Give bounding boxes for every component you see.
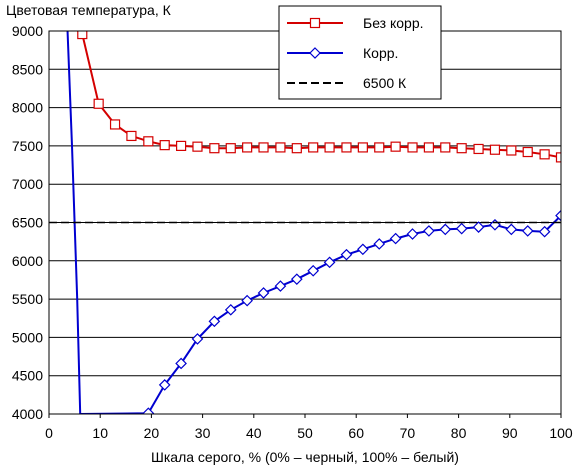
x-tick-label: 80 <box>451 425 467 441</box>
data-point <box>505 223 518 236</box>
data-point <box>489 218 501 231</box>
data-point <box>307 264 320 277</box>
data-point <box>142 407 155 414</box>
data-point <box>93 98 104 109</box>
data-point <box>224 303 237 316</box>
data-point <box>257 287 270 299</box>
y-tick-label: 7500 <box>12 138 43 154</box>
y-tick-label: 6500 <box>12 215 43 231</box>
y-tick-label: 4000 <box>12 406 43 422</box>
x-tick-label: 100 <box>549 425 573 441</box>
data-point <box>357 142 368 153</box>
data-point <box>258 142 269 153</box>
data-point <box>341 142 352 153</box>
legend-item: Без корр. <box>287 15 424 31</box>
data-point <box>126 130 137 142</box>
series-2 <box>66 31 561 414</box>
data-point <box>291 143 302 154</box>
legend: Без корр. Корр. 6500 К <box>278 5 442 100</box>
data-point <box>506 145 517 156</box>
data-point <box>389 232 402 245</box>
legend-item: Корр. <box>287 45 398 61</box>
data-point <box>456 143 467 154</box>
y-tick-label: 8000 <box>12 100 43 116</box>
data-point <box>473 143 484 155</box>
data-point <box>539 149 550 160</box>
data-point <box>77 31 88 40</box>
data-point <box>423 225 435 237</box>
data-point <box>275 142 286 153</box>
data-point <box>374 142 385 153</box>
legend-label: Без корр. <box>363 15 424 31</box>
data-point <box>538 225 551 238</box>
data-point <box>521 225 534 237</box>
x-tick-label: 0 <box>45 425 53 441</box>
data-point <box>522 146 533 158</box>
data-point <box>208 315 221 328</box>
data-point <box>390 141 401 152</box>
y-tick-label: 6000 <box>12 253 43 269</box>
y-axis-title: Цветовая температура, К <box>6 2 172 18</box>
legend-marker <box>309 47 321 59</box>
x-tick-label: 90 <box>502 425 518 441</box>
data-point <box>175 357 187 370</box>
y-tick-label: 5500 <box>12 291 43 307</box>
y-tick-labels: 4000 4500 5000 5500 6000 6500 7000 7500 8000 8500… <box>12 23 43 422</box>
data-point <box>373 238 386 250</box>
x-tick-label: 10 <box>92 425 108 441</box>
data-point <box>225 143 236 154</box>
legend-label: 6500 К <box>363 75 407 91</box>
data-point <box>290 273 303 286</box>
data-point <box>192 141 203 152</box>
data-point <box>555 152 561 163</box>
legend-item: 6500 К <box>287 75 407 91</box>
data-point <box>241 294 253 307</box>
data-point <box>472 221 485 233</box>
data-point <box>323 256 336 269</box>
data-point <box>274 280 287 292</box>
x-tick-label: 30 <box>195 425 211 441</box>
data-point <box>439 223 452 236</box>
data-point <box>440 142 451 153</box>
data-point <box>455 222 468 235</box>
data-point <box>489 144 501 155</box>
data-point <box>407 142 418 153</box>
legend-label: Корр. <box>363 45 398 61</box>
data-point <box>191 333 204 345</box>
y-tick-label: 4500 <box>12 368 43 384</box>
data-point <box>242 142 253 153</box>
data-point <box>340 248 353 261</box>
y-tick-label: 7000 <box>12 176 43 192</box>
x-tick-label: 70 <box>400 425 416 441</box>
data-point <box>158 379 171 391</box>
x-tick-labels: 0 10 20 30 40 50 60 70 80 90 100 <box>45 414 573 441</box>
data-point <box>555 209 561 222</box>
y-tick-label: 5000 <box>12 329 43 345</box>
data-point <box>175 140 187 151</box>
series-1 <box>77 31 561 163</box>
data-point <box>159 140 170 151</box>
data-point <box>324 142 335 153</box>
y-tick-label: 8500 <box>12 61 43 77</box>
data-point <box>357 243 369 256</box>
data-point <box>406 228 419 240</box>
data-point <box>209 143 220 154</box>
x-tick-label: 40 <box>246 425 262 441</box>
legend-marker <box>309 17 321 29</box>
data-point <box>423 142 435 153</box>
y-tick-label: 9000 <box>12 23 43 39</box>
data-point <box>109 119 121 130</box>
x-tick-label: 60 <box>348 425 364 441</box>
x-tick-label: 50 <box>297 425 313 441</box>
x-axis-title: Шкала серого, % (0% – черный, 100% – бел… <box>151 449 459 465</box>
series-layer <box>49 31 561 414</box>
x-tick-label: 20 <box>144 425 160 441</box>
data-point <box>143 136 154 147</box>
data-point <box>308 142 319 153</box>
